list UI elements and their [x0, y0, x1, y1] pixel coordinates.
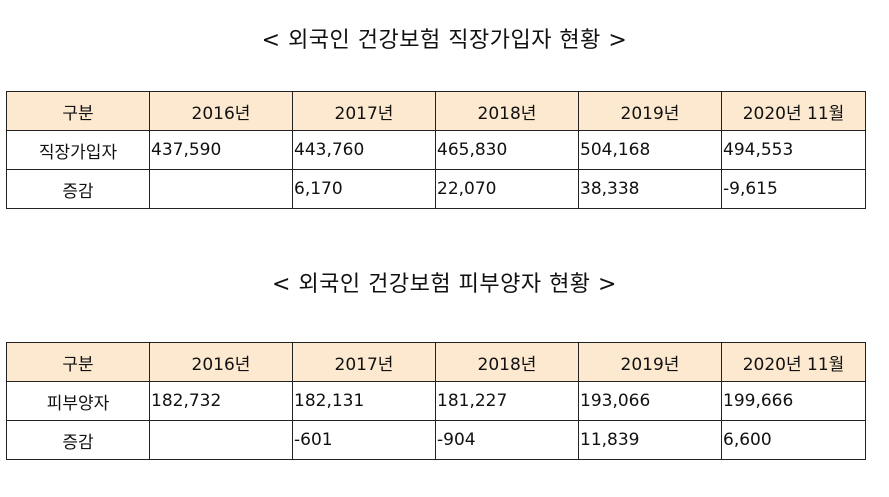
table-cell: 11,839	[578, 420, 722, 460]
column-header-2017: 2017년	[292, 342, 436, 382]
table-row: 직장가입자 437,590 443,760 465,830 504,168 49…	[6, 130, 866, 170]
table-cell: -904	[435, 420, 579, 460]
row-label: 피부양자	[6, 381, 150, 421]
table-cell	[149, 169, 293, 209]
table-row: 피부양자 182,732 182,131 181,227 193,066 199…	[6, 381, 866, 421]
column-header-2018: 2018년	[435, 91, 579, 131]
table-cell: 504,168	[578, 130, 722, 170]
table-cell: 437,590	[149, 130, 293, 170]
table-cell: 465,830	[435, 130, 579, 170]
column-header-2019: 2019년	[578, 91, 722, 131]
table-cell: 22,070	[435, 169, 579, 209]
table-cell: 181,227	[435, 381, 579, 421]
table-row: 증감 -601 -904 11,839 6,600	[6, 420, 866, 460]
table-cell: -9,615	[721, 169, 866, 209]
table-cell	[149, 420, 293, 460]
table-cell: 199,666	[721, 381, 866, 421]
dependent-table: 구분 2016년 2017년 2018년 2019년 2020년 11월 피부양…	[6, 342, 866, 460]
column-header-2016: 2016년	[149, 91, 293, 131]
column-header-2020-nov: 2020년 11월	[721, 91, 866, 131]
table-cell: 38,338	[578, 169, 722, 209]
column-header-2019: 2019년	[578, 342, 722, 382]
table-cell: 494,553	[721, 130, 866, 170]
table-header-row: 구분 2016년 2017년 2018년 2019년 2020년 11월	[6, 91, 866, 131]
column-header-2018: 2018년	[435, 342, 579, 382]
row-label: 증감	[6, 420, 150, 460]
row-label: 증감	[6, 169, 150, 209]
table-cell: 193,066	[578, 381, 722, 421]
dependent-table-title: < 외국인 건강보험 피부양자 현황 >	[272, 272, 617, 297]
table-row: 증감 6,170 22,070 38,338 -9,615	[6, 169, 866, 209]
table-header-row: 구분 2016년 2017년 2018년 2019년 2020년 11월	[6, 342, 866, 382]
table-cell: 182,131	[292, 381, 436, 421]
column-header-2017: 2017년	[292, 91, 436, 131]
table-cell: 6,170	[292, 169, 436, 209]
column-header-2016: 2016년	[149, 342, 293, 382]
row-label: 직장가입자	[6, 130, 150, 170]
column-header-category: 구분	[6, 342, 150, 382]
employee-subscriber-table-title: < 외국인 건강보험 직장가입자 현황 >	[261, 28, 628, 53]
table-cell: 6,600	[721, 420, 866, 460]
table-cell: -601	[292, 420, 436, 460]
employee-subscriber-table: 구분 2016년 2017년 2018년 2019년 2020년 11월 직장가…	[6, 91, 866, 209]
table-cell: 443,760	[292, 130, 436, 170]
column-header-category: 구분	[6, 91, 150, 131]
table-cell: 182,732	[149, 381, 293, 421]
column-header-2020-nov: 2020년 11월	[721, 342, 866, 382]
